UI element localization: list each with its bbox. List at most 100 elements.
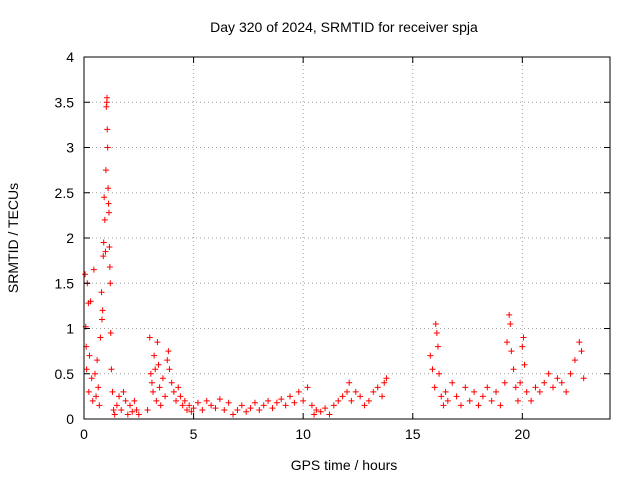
data-point (311, 411, 318, 418)
data-point (113, 402, 120, 409)
data-point (260, 402, 267, 409)
data-point (440, 402, 447, 409)
data-point (135, 411, 142, 418)
data-point (567, 370, 574, 377)
grid (84, 57, 610, 419)
data-point (278, 396, 285, 403)
data-point (155, 361, 162, 368)
data-point (194, 399, 201, 406)
data-point (313, 406, 320, 413)
y-axis-title: SRMTID / TECUs (5, 183, 21, 293)
data-point (87, 298, 94, 305)
data-point (528, 397, 535, 404)
data-point (85, 388, 92, 395)
data-point (152, 366, 159, 373)
data-point (173, 397, 180, 404)
data-point (100, 253, 107, 260)
data-point (558, 379, 565, 386)
data-point (157, 402, 164, 409)
data-point (101, 194, 108, 201)
x-tick-label: 0 (80, 426, 88, 442)
data-point (497, 402, 504, 409)
data-point (433, 330, 440, 337)
data-point (105, 200, 112, 207)
data-point (82, 271, 89, 278)
data-point (503, 339, 510, 346)
data-point (432, 320, 439, 327)
y-tick-label: 2.5 (55, 185, 75, 201)
data-point (144, 406, 151, 413)
chart-title: Day 320 of 2024, SRMTID for receiver spj… (210, 19, 478, 35)
data-point (510, 366, 517, 373)
data-point (107, 330, 114, 337)
data-point (352, 388, 359, 395)
data-point (453, 393, 460, 400)
data-series (82, 94, 587, 418)
data-point (98, 316, 105, 323)
y-tick-label: 1 (66, 321, 74, 337)
data-point (308, 402, 315, 409)
y-tick-label: 2 (66, 230, 74, 246)
data-point (462, 384, 469, 391)
data-point (159, 375, 166, 382)
data-point (234, 406, 241, 413)
data-point (427, 352, 434, 359)
data-point (370, 388, 377, 395)
data-point (118, 406, 125, 413)
data-point (91, 370, 98, 377)
data-point (98, 289, 105, 296)
data-point (170, 388, 177, 395)
data-point (379, 393, 386, 400)
data-point (212, 405, 219, 412)
data-point (512, 384, 519, 391)
data-point (199, 406, 206, 413)
data-point (156, 384, 163, 391)
data-point (151, 352, 158, 359)
data-point (162, 393, 169, 400)
data-point (89, 397, 96, 404)
data-point (436, 370, 443, 377)
data-point (521, 361, 528, 368)
data-point (104, 144, 111, 151)
x-tick-label: 10 (295, 426, 311, 442)
data-point (110, 406, 117, 413)
data-point (434, 343, 441, 350)
data-point (109, 388, 116, 395)
data-point (501, 379, 508, 386)
data-point (177, 393, 184, 400)
data-point (479, 393, 486, 400)
data-point (365, 397, 372, 404)
data-point (108, 366, 115, 373)
data-point (247, 405, 254, 412)
y-tick-label: 3.5 (55, 94, 75, 110)
data-point (184, 406, 191, 413)
data-point (571, 357, 578, 364)
data-point (102, 248, 109, 255)
data-point (304, 384, 311, 391)
data-point (188, 408, 195, 415)
data-point (300, 397, 307, 404)
data-point (520, 334, 527, 341)
data-point (291, 399, 298, 406)
data-point (493, 388, 500, 395)
data-point (148, 379, 155, 386)
data-point (122, 397, 129, 404)
data-point (330, 402, 337, 409)
y-tick-label: 0.5 (55, 366, 75, 382)
data-point (96, 402, 103, 409)
data-point (104, 126, 111, 133)
data-point (381, 379, 388, 386)
data-point (230, 411, 237, 418)
data-point (265, 397, 272, 404)
data-point (269, 405, 276, 412)
data-point (532, 384, 539, 391)
data-point (179, 402, 186, 409)
y-tick-label: 1.5 (55, 275, 75, 291)
y-tick-label: 4 (66, 49, 74, 65)
data-point (116, 393, 123, 400)
data-point (383, 375, 390, 382)
data-point (131, 397, 138, 404)
data-point (243, 408, 250, 415)
data-point (124, 411, 131, 418)
data-point (536, 388, 543, 395)
